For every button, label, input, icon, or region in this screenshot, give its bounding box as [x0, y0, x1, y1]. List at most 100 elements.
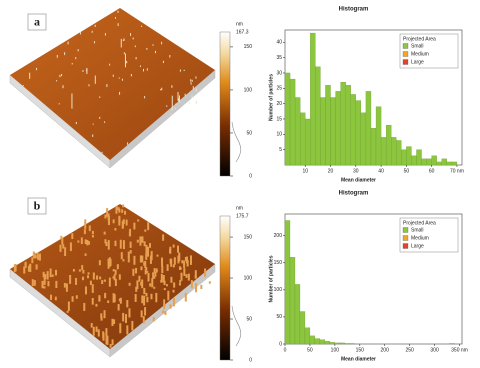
- bar: [335, 91, 341, 166]
- x-tick-label: 50: [404, 168, 410, 174]
- x-tick-label: 40: [378, 168, 384, 174]
- x-tick-label: 250: [405, 347, 414, 353]
- legend-title: Projected Area: [403, 220, 436, 226]
- height-distribution: [231, 121, 242, 163]
- legend-swatch: [402, 51, 409, 57]
- bar: [340, 82, 346, 166]
- x-tick-label: 10: [302, 168, 308, 174]
- legend-swatch: [402, 59, 409, 65]
- colorbar-tick-label: 150: [244, 234, 253, 240]
- chart-title: Histogram: [339, 191, 369, 197]
- colorbar: [219, 31, 231, 177]
- bar: [349, 343, 355, 345]
- y-axis-label: Number of particles: [268, 74, 274, 121]
- x-tick-label: 200: [381, 347, 390, 353]
- colorbar-tick-label: 0: [249, 357, 252, 363]
- legend-swatch: [402, 235, 409, 241]
- bar: [299, 311, 306, 345]
- bar: [339, 342, 345, 345]
- bar: [406, 146, 412, 166]
- bar: [294, 97, 301, 166]
- y-tick-label: 15: [276, 116, 282, 122]
- bar: [345, 85, 351, 166]
- colorbar-tick-label: 50: [246, 316, 252, 322]
- y-tick-label: 20: [276, 101, 282, 107]
- y-tick-label: 10: [276, 132, 282, 138]
- y-tick-label: 0: [279, 341, 282, 347]
- panel-label-box: [27, 13, 47, 31]
- bar: [421, 158, 427, 166]
- bar: [319, 339, 326, 345]
- legend-label: Large: [411, 59, 424, 65]
- colorbar-tick-label: 150: [244, 44, 253, 50]
- x-tick-label: 20: [328, 168, 334, 174]
- colorbar-unit: nm: [236, 205, 243, 211]
- bar: [375, 106, 382, 166]
- y-tick-label: 200: [274, 233, 283, 239]
- bar: [284, 72, 291, 166]
- afm-surface: [10, 8, 215, 160]
- bar: [300, 112, 306, 166]
- panel-label-box: [27, 197, 47, 215]
- y-tick-label: 40: [276, 40, 282, 46]
- colorbar-tick-label: 0: [249, 173, 252, 179]
- legend-box: [399, 33, 459, 69]
- bar: [385, 124, 392, 166]
- surface-texture: [18, 10, 202, 154]
- bar: [380, 137, 387, 166]
- bar: [446, 161, 453, 166]
- bar: [320, 97, 326, 166]
- surface-texture: [13, 204, 211, 348]
- x-tick-label: 350 nm: [451, 347, 468, 353]
- bar: [350, 94, 356, 166]
- bar: [401, 149, 407, 166]
- bar: [441, 158, 447, 166]
- bar: [284, 220, 291, 345]
- colorbar-tick-label: 100: [244, 275, 253, 281]
- y-axis-label: Number of particles: [268, 255, 274, 302]
- panel-label: a: [34, 14, 40, 28]
- legend-label: Large: [411, 243, 424, 249]
- bar: [324, 341, 331, 345]
- x-tick-label: 0: [284, 347, 287, 353]
- bar: [451, 161, 458, 166]
- bar: [411, 155, 417, 166]
- x-tick-label: 70 nm: [450, 168, 464, 174]
- x-tick-label: 30: [353, 168, 359, 174]
- x-tick-label: 300: [430, 347, 439, 353]
- bar: [436, 161, 442, 166]
- bar: [294, 284, 301, 345]
- bar: [315, 66, 321, 166]
- bar: [310, 32, 316, 166]
- bar: [449, 343, 455, 345]
- colorbar-unit: nm: [236, 21, 243, 27]
- x-axis-label: Mean diameter: [341, 177, 376, 183]
- y-tick-label: 30: [276, 70, 282, 76]
- colorbar-max: 167.3: [236, 29, 249, 35]
- bar: [330, 97, 336, 166]
- bar: [289, 78, 296, 166]
- y-tick-label: 150: [274, 260, 283, 266]
- x-tick-label: 50: [307, 347, 313, 353]
- legend-label: Small: [411, 43, 424, 49]
- bar: [365, 91, 372, 166]
- x-tick-label: 60: [429, 168, 435, 174]
- bar: [325, 85, 331, 166]
- height-distribution: [231, 305, 242, 347]
- legend-title: Projected Area: [403, 36, 436, 42]
- bar: [344, 343, 350, 345]
- x-axis-label: Mean diameter: [341, 356, 376, 362]
- bar: [426, 158, 432, 166]
- y-tick-label: 35: [276, 55, 282, 61]
- bar: [396, 140, 402, 166]
- legend-swatch: [402, 243, 409, 249]
- x-tick-label: 150: [356, 347, 365, 353]
- y-tick-label: 25: [276, 86, 282, 92]
- bar: [431, 155, 437, 166]
- bar: [305, 118, 311, 166]
- chart-title: Histogram: [339, 7, 369, 13]
- bar: [309, 335, 316, 345]
- bar: [360, 112, 367, 166]
- bar: [416, 149, 422, 166]
